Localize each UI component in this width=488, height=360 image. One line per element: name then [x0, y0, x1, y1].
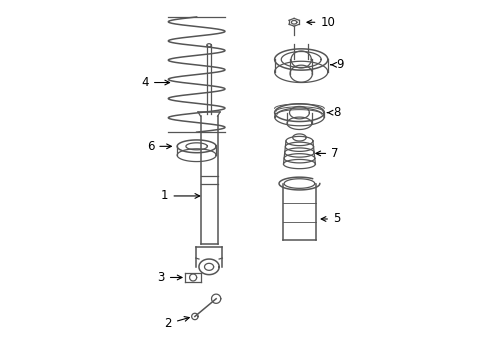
Text: 4: 4 — [141, 76, 169, 89]
Text: 1: 1 — [161, 189, 199, 202]
Text: 2: 2 — [164, 316, 189, 330]
Text: 10: 10 — [306, 16, 335, 29]
Text: 9: 9 — [330, 58, 343, 71]
Text: 3: 3 — [157, 271, 182, 284]
Text: 5: 5 — [321, 212, 340, 225]
Text: 8: 8 — [326, 106, 340, 119]
Text: 6: 6 — [146, 140, 171, 153]
Text: 7: 7 — [315, 147, 338, 160]
